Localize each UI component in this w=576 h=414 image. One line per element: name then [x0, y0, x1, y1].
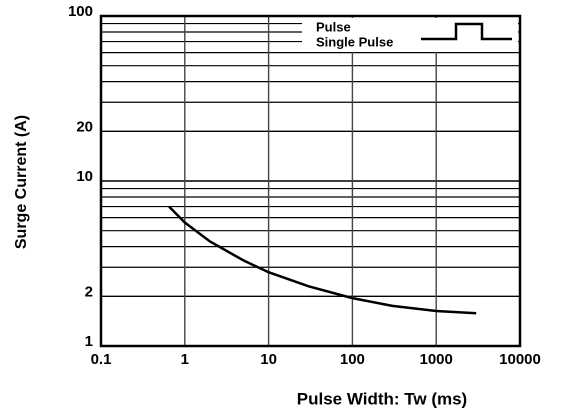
- x-tick-label: 10: [260, 351, 277, 368]
- x-tick-label: 100: [340, 351, 365, 368]
- y-tick-label: 10: [76, 168, 93, 185]
- y-axis-label: Surge Current (A): [13, 115, 30, 249]
- y-tick-label: 100: [68, 3, 93, 20]
- legend-title: Pulse: [316, 19, 351, 34]
- x-tick-label: 0.1: [91, 351, 112, 368]
- x-tick-label: 10000: [499, 351, 541, 368]
- legend-icon: [421, 22, 512, 41]
- data-line: [168, 205, 477, 315]
- y-tick-label: 20: [76, 118, 93, 135]
- plot-frame: [99, 14, 522, 348]
- x-axis-label: Pulse Width: Tw (ms): [297, 389, 467, 408]
- x-tick-label: 1000: [420, 351, 453, 368]
- y-tick-label: 1: [85, 333, 93, 350]
- y-tick-label: 2: [85, 283, 93, 300]
- x-tick-label: 1: [181, 351, 189, 368]
- legend-label: Single Pulse: [316, 34, 393, 49]
